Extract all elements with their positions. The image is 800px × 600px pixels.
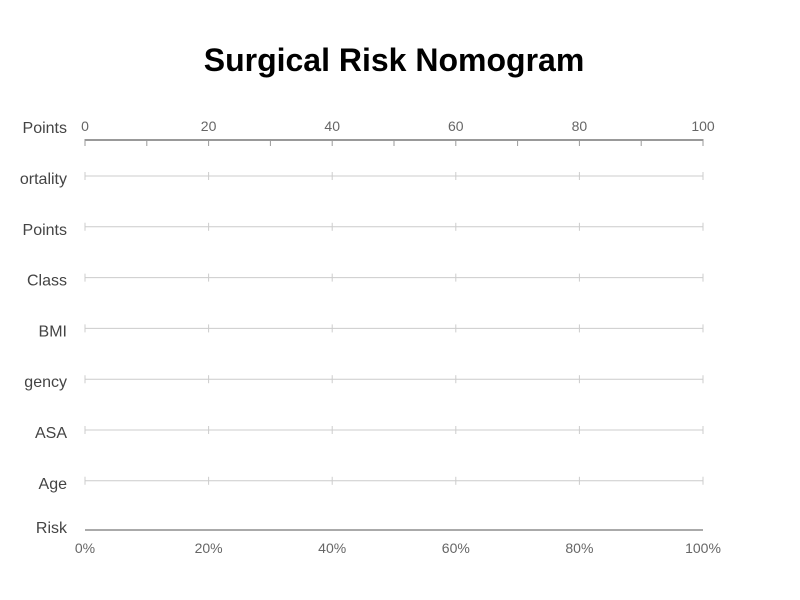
row-label-2: Class	[27, 273, 67, 290]
risk-axis-tick-label: 0%	[75, 540, 95, 556]
row-label-6: Age	[39, 476, 68, 493]
points-axis-tick-label: 40	[324, 118, 340, 134]
points-axis-tick-label: 20	[201, 118, 217, 134]
row-label-5: ASA	[35, 425, 67, 442]
risk-axis-tick-label: 40%	[318, 540, 346, 556]
risk-axis-tick-label: 60%	[442, 540, 470, 556]
risk-axis-tick-label: 100%	[685, 540, 721, 556]
chart-title: Surgical Risk Nomogram	[203, 42, 585, 78]
risk-axis-label: Risk	[36, 520, 68, 537]
risk-axis-tick-label: 20%	[195, 540, 223, 556]
row-label-0: ortality	[20, 171, 67, 188]
points-axis-tick-label: 60	[448, 118, 464, 134]
points-axis-label: Points	[23, 120, 67, 137]
points-axis-tick-label: 100	[691, 118, 715, 134]
points-axis-tick-label: 80	[572, 118, 588, 134]
row-label-1: Points	[23, 222, 67, 239]
row-label-3: BMI	[39, 323, 67, 340]
points-axis-tick-label: 0	[81, 118, 89, 134]
row-label-4: gency	[24, 374, 67, 391]
axis-group: 0 20 40 60 80 100 0% 20% 40% 60% 80% 100%	[75, 118, 721, 556]
risk-axis-tick-label: 80%	[565, 540, 593, 556]
row-label-group: Points ortality Points Class BMI gency ASA Age R…	[20, 120, 68, 537]
